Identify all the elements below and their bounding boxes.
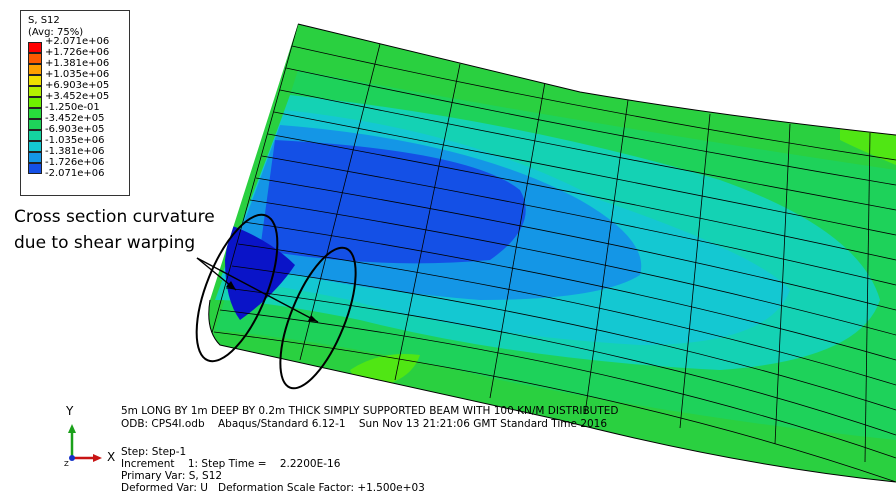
- legend-swatch: [28, 130, 42, 141]
- contour-legend[interactable]: S, S12 (Avg: 75%) +2.071e+06 +1.726e+06 +1…: [20, 10, 130, 196]
- annotation-pointer-2: [196, 257, 319, 323]
- legend-label: -1.035e+06: [45, 135, 105, 146]
- legend-averaging: (Avg: 75%): [28, 27, 84, 38]
- legend-label: -1.726e+06: [45, 157, 105, 168]
- legend-swatch: [28, 152, 42, 163]
- annotation-text-line-2: due to shear warping: [14, 233, 196, 253]
- coordinate-triad: Y X Z: [58, 404, 118, 468]
- beam-mesh: [209, 24, 896, 482]
- legend-swatch: [28, 86, 42, 97]
- annotation-text-line-1: Cross section curvature: [14, 207, 215, 227]
- legend-swatch: [28, 75, 42, 86]
- deformed-var-info: Deformed Var: U Deformation Scale Factor…: [121, 482, 425, 494]
- job-description: 5m LONG BY 1m DEEP BY 0.2m THICK SIMPLY …: [121, 405, 619, 417]
- legend-label: +2.071e+06: [45, 36, 110, 47]
- legend-label: +1.035e+06: [45, 69, 110, 80]
- annotation-arrowhead-2: [308, 315, 318, 322]
- legend-label: +3.452e+05: [45, 91, 110, 102]
- annotation-ellipse-left: [195, 213, 279, 363]
- legend-label: +1.381e+06: [45, 58, 110, 69]
- legend-label: -3.452e+05: [45, 113, 105, 124]
- legend-label: -6.903e+05: [45, 124, 105, 135]
- legend-swatch: [28, 119, 42, 130]
- odb-info: ODB: CPS4I.odb Abaqus/Standard 6.12-1 Su…: [121, 418, 608, 430]
- x-axis-label: X: [107, 450, 116, 464]
- legend-label: +1.726e+06: [45, 47, 110, 58]
- legend-swatch: [28, 42, 42, 53]
- legend-swatch: [28, 64, 42, 75]
- y-axis-arrowhead: [68, 424, 76, 433]
- x-axis-arrowhead: [93, 454, 102, 462]
- legend-label: -1.381e+06: [45, 146, 105, 157]
- z-axis-label: Z: [64, 460, 69, 468]
- legend-title: S, S12: [28, 15, 60, 26]
- increment-info: Increment 1: Step Time = 2.2200E-16: [121, 458, 341, 470]
- z-axis-marker: [69, 455, 75, 461]
- primary-var-info: Primary Var: S, S12: [121, 470, 223, 482]
- legend-swatch: [28, 163, 42, 174]
- legend-label: -2.071e+06: [45, 168, 105, 179]
- y-axis-label: Y: [66, 404, 74, 418]
- contour-band-darkblue: [225, 225, 295, 320]
- annotation-ellipse-right: [279, 246, 357, 390]
- step-info: Step: Step-1: [121, 446, 187, 458]
- legend-swatch: [28, 97, 42, 108]
- legend-swatch: [28, 108, 42, 119]
- legend-label: -1.250e-01: [45, 102, 100, 113]
- legend-label: +6.903e+05: [45, 80, 110, 91]
- legend-swatch: [28, 53, 42, 64]
- annotation-arrowhead-1: [226, 281, 236, 290]
- legend-swatch: [28, 141, 42, 152]
